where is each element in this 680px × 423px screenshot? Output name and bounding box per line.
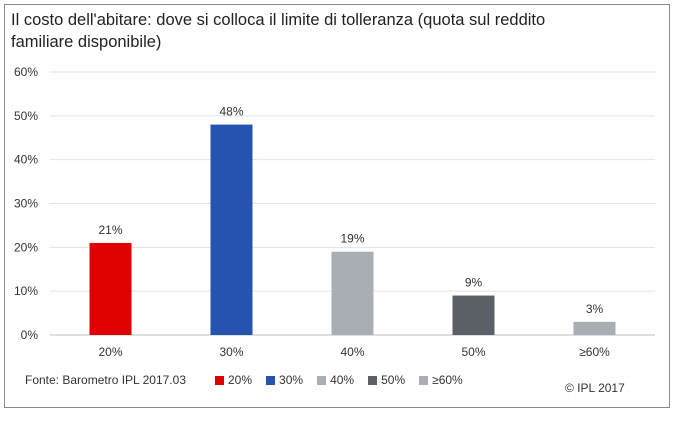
source-note: Fonte: Barometro IPL 2017.03: [25, 373, 186, 387]
legend-item: 50%: [368, 373, 405, 387]
legend-swatch: [368, 375, 378, 385]
data-label: 48%: [219, 105, 243, 119]
y-tick-label: 30%: [14, 197, 38, 211]
bar: [89, 242, 132, 335]
x-tick-label: 20%: [98, 345, 122, 359]
legend-label: ≥60%: [432, 373, 463, 387]
legend-item: 30%: [266, 373, 303, 387]
x-tick-label: 40%: [340, 345, 364, 359]
data-label: 9%: [465, 276, 483, 290]
y-tick-label: 20%: [14, 240, 38, 254]
chart-title: Il costo dell'abitare: dove si colloca i…: [11, 11, 546, 51]
copyright-note: © IPL 2017: [565, 381, 625, 395]
bar: [573, 321, 616, 335]
legend: 20% 30% 40% 50% ≥60%: [215, 373, 463, 387]
legend-swatch: [266, 375, 276, 385]
legend-label: 30%: [279, 373, 304, 387]
data-label: 3%: [586, 302, 604, 316]
y-tick-label: 0%: [21, 328, 39, 342]
chart-frame: [4, 4, 670, 408]
data-label: 19%: [340, 232, 364, 246]
x-tick-label: 30%: [219, 345, 243, 359]
y-tick-label: 10%: [14, 284, 38, 298]
data-label: 21%: [98, 223, 122, 237]
legend-swatch: [215, 375, 224, 385]
legend-item: 40%: [317, 373, 354, 387]
legend-item: ≥60%: [419, 373, 463, 387]
legend-swatch: [317, 375, 327, 385]
legend-label: 50%: [381, 373, 406, 387]
bar: [452, 295, 495, 335]
legend-label: 40%: [330, 373, 355, 387]
bar: [210, 124, 253, 335]
legend-label: 20%: [228, 373, 253, 387]
legend-swatch: [419, 375, 429, 385]
y-tick-label: 60%: [14, 65, 38, 79]
y-tick-label: 40%: [14, 153, 38, 167]
y-tick-label: 50%: [14, 109, 38, 123]
legend-item: 20%: [215, 373, 252, 387]
x-tick-label: ≥60%: [579, 345, 610, 359]
bar: [331, 251, 374, 335]
x-tick-label: 50%: [461, 345, 485, 359]
